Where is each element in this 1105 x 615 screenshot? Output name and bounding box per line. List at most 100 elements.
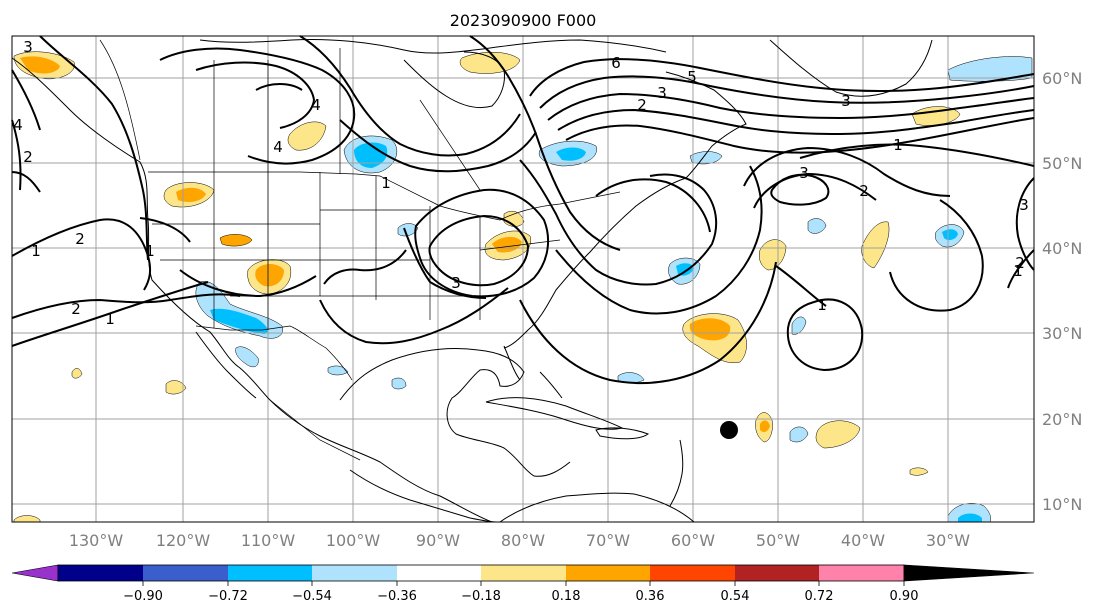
anomaly-patch (942, 229, 958, 241)
greenland-coastline (769, 39, 933, 97)
us-state-line (479, 239, 561, 251)
colorbar-tick-label: 0.72 (805, 589, 834, 604)
contour-line (159, 47, 356, 165)
latitude-label: 50°N (1042, 154, 1082, 173)
colorbar-segment (819, 565, 904, 581)
longitude-label: 30°W (926, 531, 970, 550)
latitude-label: 60°N (1042, 69, 1082, 88)
contour-line (786, 298, 864, 372)
longitude-label: 90°W (416, 531, 460, 550)
bahamas-coastline (539, 371, 563, 399)
south-america-coastline (499, 492, 695, 523)
contour-line (753, 172, 877, 209)
contour-label: 3 (657, 84, 667, 102)
colorbar-ticks (142, 581, 905, 586)
longitude-label: 70°W (586, 531, 630, 550)
contour-line (519, 159, 718, 286)
longitude-label: 110°W (241, 531, 296, 550)
colorbar-extend-min (11, 564, 59, 582)
contour-label: 2 (71, 300, 81, 318)
contour-line (529, 58, 1035, 97)
contour-line (1015, 177, 1035, 271)
anomaly-patch (327, 365, 349, 376)
contour-line (319, 287, 509, 345)
contours (11, 35, 1035, 385)
anomaly-patch (391, 377, 407, 390)
storm-marker (720, 421, 738, 439)
colorbar-segment (228, 565, 312, 581)
shaded-anomalies (13, 51, 1033, 523)
anomaly-patch (789, 426, 809, 443)
contour-line (539, 75, 1035, 109)
anomaly-patch (210, 308, 268, 334)
colorbar-tick-label: 0.36 (636, 589, 665, 604)
anomaly-patch (556, 147, 586, 161)
canada-province-line (99, 39, 141, 161)
contour-line (469, 35, 621, 251)
canada-province-line (419, 99, 481, 191)
latitude-label: 20°N (1042, 410, 1082, 429)
contour-label: 1 (145, 242, 155, 260)
contour-line (39, 35, 149, 261)
contour-line (403, 227, 487, 299)
contour-label: 3 (1019, 196, 1029, 214)
contour-line (255, 83, 303, 91)
contour-line (1007, 249, 1035, 289)
florida-coastline (503, 177, 687, 349)
anomaly-patch (219, 234, 253, 247)
anomaly-patch (287, 121, 327, 151)
contour-label: 5 (687, 68, 697, 86)
arctic-coastline (199, 38, 667, 54)
anomaly-patch (760, 420, 770, 433)
contour-line (339, 119, 537, 173)
longitude-label: 40°W (841, 531, 885, 550)
latitude-label: 30°N (1042, 324, 1082, 343)
contour-line (555, 165, 763, 315)
baja-coastline (195, 331, 257, 399)
contour-line (11, 293, 241, 319)
contour-label: 2 (637, 96, 647, 114)
contour-label: 6 (611, 54, 621, 72)
longitude-label: 100°W (326, 531, 381, 550)
contour-label: 4 (273, 138, 283, 156)
anomaly-patch (689, 318, 731, 341)
colorbar: −0.90 −0.72 −0.54 −0.36 −0.18 0.18 0.36 … (11, 564, 1035, 604)
contour-label: 1 (31, 242, 41, 260)
anomaly-patch (759, 239, 787, 271)
colorbar-segment (735, 565, 819, 581)
anomaly-patch (459, 52, 521, 74)
coastlines (11, 38, 933, 523)
contour-label: 3 (451, 274, 461, 292)
longitude-label: 80°W (501, 531, 545, 550)
contour-line (889, 199, 984, 312)
anomaly-patch (20, 56, 60, 74)
atlantic-coastline (503, 345, 521, 381)
mexico-state-line (269, 399, 361, 461)
contour-line (595, 178, 711, 233)
colorbar-segment (566, 565, 650, 581)
anomaly-patch (861, 221, 890, 269)
contour-line (770, 173, 830, 206)
contour-line (557, 108, 1035, 136)
contour-line (565, 117, 1035, 154)
latitude-labels: 60°N 50°N 40°N 30°N 20°N 10°N (1042, 69, 1082, 514)
contour-label: 3 (841, 92, 851, 110)
contour-labels: 3 4 2 1 2 1 4 4 1 3 2 1 3 5 6 2 3 1 3 2 … (13, 38, 1029, 328)
anomaly-patch (165, 380, 187, 395)
colorbar-tick-label: −0.54 (292, 589, 332, 604)
contour-line (11, 218, 152, 291)
anomaly-patch (909, 467, 929, 476)
colorbar-segment (397, 565, 481, 581)
anomaly-patch (255, 264, 284, 287)
contour-line (775, 265, 827, 307)
contour-line (519, 261, 777, 385)
contour-line (11, 281, 209, 347)
gulf-coastline (339, 348, 571, 477)
anomaly-patch (807, 218, 827, 234)
anomaly-patch (815, 420, 861, 449)
contour-line (414, 188, 550, 298)
contour-line (799, 143, 1035, 167)
contour-line (299, 35, 521, 157)
contour-line (547, 92, 1035, 121)
